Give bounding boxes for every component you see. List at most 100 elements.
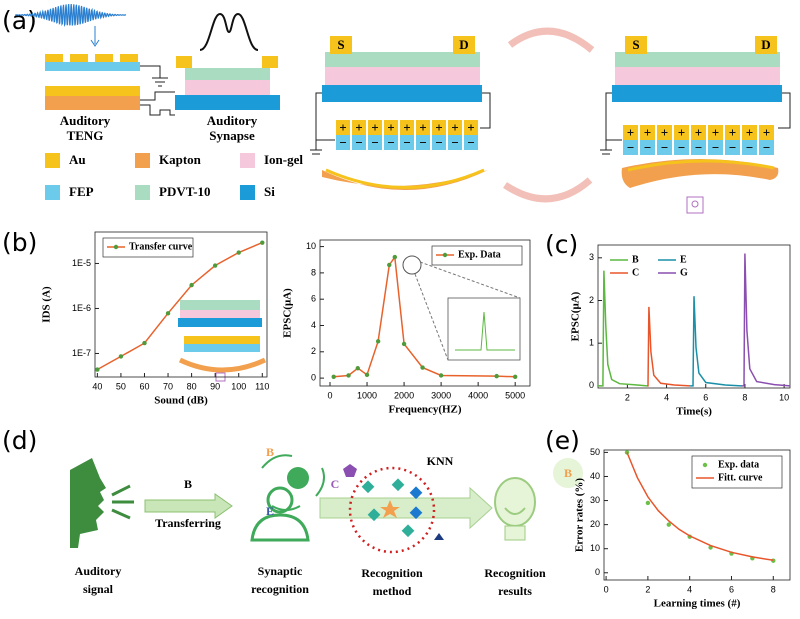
legend-label: FEP xyxy=(69,184,94,199)
y-tick-label: 10 xyxy=(306,241,316,251)
teng-cells xyxy=(623,125,774,155)
sign xyxy=(627,129,634,148)
sign xyxy=(372,124,378,143)
x-axis-label: Time(s) xyxy=(676,406,712,418)
layer xyxy=(185,68,270,80)
y-tick-label: 1E-5 xyxy=(72,258,91,268)
y-tick-label: 0 xyxy=(589,380,594,390)
layer xyxy=(615,67,780,85)
x-tick-label: 100 xyxy=(231,381,246,391)
data-point xyxy=(364,372,370,378)
electrode xyxy=(625,36,647,54)
legend-box xyxy=(691,455,783,489)
y-tick-label: 8 xyxy=(311,267,316,277)
smile xyxy=(504,507,526,515)
panel-label: (e) xyxy=(545,426,580,455)
layer xyxy=(325,67,480,85)
head-icon xyxy=(494,477,536,527)
knn-circle xyxy=(348,466,436,554)
class-letter: B xyxy=(266,445,274,459)
data-point xyxy=(375,339,381,344)
sign xyxy=(468,124,474,143)
panel-d: B Transferring B C E KNN B Auditory sign… xyxy=(70,445,583,598)
globe-icon xyxy=(287,467,309,489)
inset-arc xyxy=(178,357,267,373)
au-arc xyxy=(627,159,775,172)
label: Auditory xyxy=(75,564,122,578)
cycle-arrow xyxy=(507,27,595,53)
x-tick-label: 70 xyxy=(163,381,173,391)
plot-frame xyxy=(603,449,791,581)
bulb-icon xyxy=(686,196,704,214)
speech-bubble xyxy=(553,458,583,488)
au-arc xyxy=(325,168,485,189)
sign xyxy=(356,124,362,143)
person-icon xyxy=(250,513,310,542)
layer xyxy=(176,56,192,68)
data-point xyxy=(420,365,425,370)
sample xyxy=(391,478,405,492)
sign xyxy=(404,124,410,143)
zoom-circle xyxy=(402,255,422,275)
legend-swatch xyxy=(45,153,60,168)
wire xyxy=(600,92,622,155)
legend-label: Ion-gel xyxy=(264,152,303,167)
class-letter: C xyxy=(331,477,340,491)
y-tick-label: 0 xyxy=(595,567,600,577)
face-icon xyxy=(70,458,106,548)
legend-swatch xyxy=(45,185,60,200)
data-point xyxy=(355,366,360,371)
cycle-arrow xyxy=(503,177,593,203)
legend-label: C xyxy=(632,267,639,278)
letter: B xyxy=(564,466,572,480)
label: method xyxy=(373,584,412,598)
electrode-label: D xyxy=(459,37,468,52)
layer xyxy=(95,54,113,62)
x-tick-label: 5000 xyxy=(505,390,525,400)
zoom-line xyxy=(414,261,521,361)
data-point xyxy=(118,354,124,359)
x-axis-label: Sound (dB) xyxy=(154,395,208,407)
inset-line xyxy=(455,311,515,351)
x-tick-label: 1000 xyxy=(357,390,377,400)
data-point xyxy=(95,367,100,372)
data-point xyxy=(645,500,651,506)
layer xyxy=(612,85,782,102)
legend-swatch xyxy=(135,185,150,200)
data-point xyxy=(165,311,171,316)
x-tick-label: 0 xyxy=(604,584,609,594)
data-point xyxy=(392,254,398,260)
arrow xyxy=(90,26,100,47)
legend-label: Transfer curve xyxy=(129,241,193,252)
inset-box xyxy=(447,297,521,361)
sound-wave xyxy=(14,4,127,28)
x-tick-label: 2 xyxy=(625,392,630,402)
x-tick-label: 6 xyxy=(703,392,708,402)
sign xyxy=(661,129,668,148)
sign xyxy=(678,129,685,148)
y-tick-label: 1 xyxy=(589,338,594,348)
label: Transferring xyxy=(155,516,221,530)
label: Auditory xyxy=(60,113,111,128)
sample xyxy=(409,486,423,500)
data-point xyxy=(260,240,265,245)
class-letter: E xyxy=(266,504,274,518)
legend-label: PDVT-10 xyxy=(159,184,211,199)
electrode xyxy=(330,36,352,54)
electrode-label: D xyxy=(761,37,770,52)
neck xyxy=(504,525,526,541)
y-tick-label: 0 xyxy=(311,372,316,382)
legend-label: Exp. data xyxy=(718,459,759,470)
label: Recognition xyxy=(484,566,546,580)
wire xyxy=(480,92,491,129)
data-point xyxy=(438,373,444,378)
legend-marker xyxy=(702,462,708,468)
x-axis-label: Learning times (#) xyxy=(654,598,741,610)
legend-label: B xyxy=(632,254,639,265)
legend-label: Fitt. curve xyxy=(718,472,763,483)
plot-frame xyxy=(94,231,268,378)
sample xyxy=(367,508,381,522)
label: Auditory xyxy=(207,113,258,128)
label: KNN xyxy=(427,454,454,468)
legend-swatch xyxy=(240,185,255,200)
